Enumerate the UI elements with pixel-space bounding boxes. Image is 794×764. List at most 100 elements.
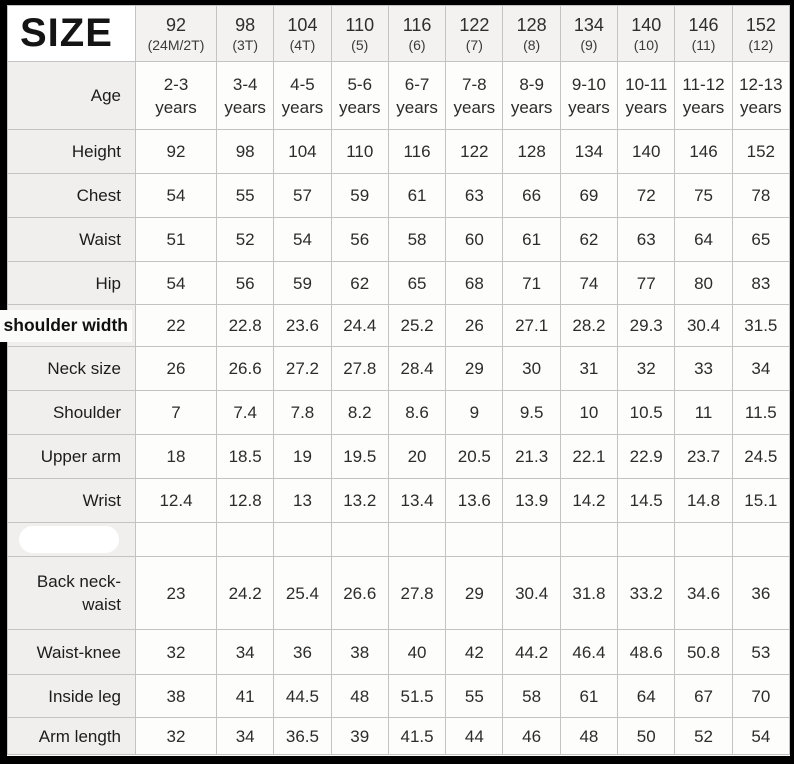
- data-cell: 14.5: [617, 478, 676, 523]
- data-cell: 65: [731, 217, 791, 262]
- row-label-back-neck-waist: Back neck- waist: [7, 556, 136, 630]
- data-cell: 52: [215, 217, 275, 262]
- data-cell: 6-7 years: [387, 61, 447, 130]
- table-row: Height 92 98 104 110 116 122 128 134 140 146 152: [7, 129, 791, 174]
- table-row: [7, 522, 791, 557]
- size-chart-header: SIZE 92 (24M/2T) 98 (3T) 104 (4T) 110 (5) 116 (6)…: [7, 5, 791, 62]
- data-cell: 53: [731, 629, 791, 675]
- data-cell: 46: [502, 717, 561, 755]
- column-header-152: 152 (12): [731, 5, 791, 62]
- data-cell: 21.3: [502, 434, 561, 479]
- size-title: SIZE: [7, 5, 136, 62]
- data-cell: 23.7: [674, 434, 733, 479]
- data-cell: [273, 522, 332, 557]
- size-alt-label: (4T): [289, 36, 316, 53]
- data-cell: 29: [445, 346, 504, 391]
- data-cell: 22.1: [559, 434, 619, 479]
- data-cell: 152: [731, 129, 791, 174]
- data-cell: 51.5: [387, 674, 447, 718]
- data-cell: 26.6: [215, 346, 275, 391]
- data-cell: 67: [674, 674, 733, 718]
- data-cell: 11.5: [731, 390, 791, 435]
- data-cell: 41: [215, 674, 275, 718]
- data-cell: 50: [617, 717, 676, 755]
- data-cell: 19: [273, 434, 332, 479]
- data-cell: 32: [135, 717, 217, 755]
- row-label-hip: Hip: [7, 261, 136, 305]
- size-number: 122: [459, 14, 490, 35]
- data-cell: 30: [502, 346, 561, 391]
- data-cell: 14.2: [559, 478, 619, 523]
- data-cell: 11: [674, 390, 733, 435]
- data-cell: 27.2: [273, 346, 332, 391]
- data-cell: 8.6: [387, 390, 447, 435]
- header-row: SIZE 92 (24M/2T) 98 (3T) 104 (4T) 110 (5) 116 (6)…: [7, 5, 791, 62]
- column-header-92: 92 (24M/2T): [135, 5, 217, 62]
- data-cell: 9-10 years: [559, 61, 619, 130]
- data-cell: [215, 522, 275, 557]
- data-cell: 55: [215, 173, 275, 218]
- data-cell: 42: [445, 629, 504, 675]
- erased-label-patch: [19, 526, 119, 553]
- data-cell: 72: [617, 173, 676, 218]
- data-cell: 36: [273, 629, 332, 675]
- data-cell: 30.4: [674, 304, 733, 347]
- data-cell: 71: [502, 261, 561, 305]
- data-cell: 63: [445, 173, 504, 218]
- data-cell: 8.2: [330, 390, 389, 435]
- data-cell: 70: [731, 674, 791, 718]
- table-row: Upper arm 18 18.5 19 19.5 20 20.5 21.3 22.1 22.9 2…: [7, 434, 791, 479]
- data-cell: 18: [135, 434, 217, 479]
- data-cell: 63: [617, 217, 676, 262]
- size-number: 98: [235, 14, 256, 35]
- size-chart-frame: SIZE 92 (24M/2T) 98 (3T) 104 (4T) 110 (5) 116 (6)…: [0, 5, 791, 756]
- data-cell: 78: [731, 173, 791, 218]
- data-cell: 26.6: [330, 556, 389, 630]
- data-cell: 12-13 years: [731, 61, 791, 130]
- data-cell: 13.2: [330, 478, 389, 523]
- size-number: 140: [631, 14, 662, 35]
- row-label-height: Height: [7, 129, 136, 174]
- size-alt-label: (24M/2T): [147, 36, 205, 53]
- data-cell: 38: [135, 674, 217, 718]
- data-cell: 64: [674, 217, 733, 262]
- data-cell: 44.5: [273, 674, 332, 718]
- data-cell: 8-9 years: [502, 61, 561, 130]
- data-cell: 30.4: [502, 556, 561, 630]
- data-cell: 48.6: [617, 629, 676, 675]
- table-row: Neck size 26 26.6 27.2 27.8 28.4 29 30 31 32 33 34: [7, 346, 791, 391]
- data-cell: 50.8: [674, 629, 733, 675]
- data-cell: 13: [273, 478, 332, 523]
- table-row: Age 2-3 years 3-4 years 4-5 years 5-6 years 6…: [7, 61, 791, 130]
- size-alt-label: (7): [465, 36, 483, 53]
- data-cell: 48: [559, 717, 619, 755]
- data-cell: 56: [330, 217, 389, 262]
- data-cell: 5-6 years: [330, 61, 389, 130]
- data-cell: 52: [674, 717, 733, 755]
- row-label-upper-arm: Upper arm: [7, 434, 136, 479]
- data-cell: 28.4: [387, 346, 447, 391]
- data-cell: [731, 522, 791, 557]
- data-cell: 22.9: [617, 434, 676, 479]
- data-cell: 38: [330, 629, 389, 675]
- data-cell: 122: [445, 129, 504, 174]
- data-cell: 55: [445, 674, 504, 718]
- row-label-waist: Waist: [7, 217, 136, 262]
- size-alt-label: (12): [748, 36, 774, 53]
- data-cell: 64: [617, 674, 676, 718]
- data-cell: 44: [445, 717, 504, 755]
- data-cell: 58: [502, 674, 561, 718]
- row-label-shoulder: Shoulder: [7, 390, 136, 435]
- size-alt-label: (10): [633, 36, 659, 53]
- data-cell: 14.8: [674, 478, 733, 523]
- data-cell: 146: [674, 129, 733, 174]
- data-cell: 23: [135, 556, 217, 630]
- data-cell: 10: [559, 390, 619, 435]
- data-cell: 59: [330, 173, 389, 218]
- row-label-wrist: Wrist: [7, 478, 136, 523]
- data-cell: 46.4: [559, 629, 619, 675]
- data-cell: 69: [559, 173, 619, 218]
- data-cell: 61: [502, 217, 561, 262]
- data-cell: 7-8 years: [445, 61, 504, 130]
- size-number: 152: [745, 14, 776, 35]
